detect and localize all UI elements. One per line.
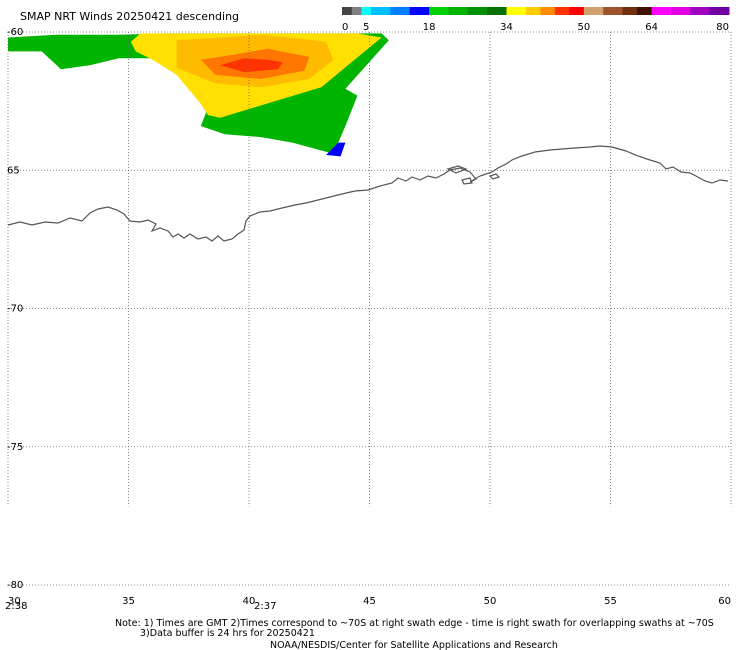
colorbar-segment-10 (506, 7, 527, 15)
colorbar-segment-13 (554, 7, 570, 15)
wind-region-5 (326, 142, 346, 157)
lon-label-0: 30 (8, 596, 21, 607)
colorbar-segment-2 (361, 7, 372, 15)
colorbar-segment-20 (670, 7, 691, 15)
note-line-3: NOAA/NESDIS/Center for Satellite Applica… (270, 640, 558, 650)
longitude-labels: 30 35 40 45 50 55 60 (8, 596, 731, 607)
lat-label-2: -70 (7, 304, 23, 315)
lon-label-4: 50 (484, 596, 497, 607)
colorbar-segment-22 (709, 7, 730, 15)
colorbar-segment-15 (583, 7, 604, 15)
latitude-labels: -60 65 -70 -75 -80 (7, 27, 23, 591)
colorbar-segment-18 (637, 7, 653, 15)
colorbar-tick-2: 18 (423, 22, 436, 33)
lat-label-3: -75 (7, 442, 23, 453)
colorbar-segment-3 (371, 7, 391, 15)
colorbar-segment-5 (409, 7, 430, 15)
note-line-1: Note: 1) Times are GMT 2)Times correspon… (115, 618, 714, 629)
colorbar-segment-14 (569, 7, 585, 15)
antarctic-coastline (7, 145, 729, 242)
lat-label-1: 65 (7, 165, 20, 176)
swath-time-labels: 2:38 2:37 (5, 601, 276, 612)
colorbar-segment-6 (429, 7, 449, 15)
colorbar-segment-0 (342, 7, 353, 15)
note-line-2: 3)Data buffer is 24 hrs for 20250421 (140, 628, 315, 639)
colorbar-tick-6: 80 (716, 22, 729, 33)
coastline-islands (446, 165, 501, 185)
swath-time-0: 2:38 (5, 601, 27, 612)
wind-speed-colorbar: 0 5 18 34 50 64 80 (342, 7, 730, 33)
colorbar-segment-11 (525, 7, 541, 15)
colorbar-segment-1 (351, 7, 362, 15)
colorbar-segment-8 (467, 7, 488, 15)
lon-label-5: 55 (604, 596, 617, 607)
colorbar-tick-1: 5 (363, 22, 369, 33)
colorbar-tick-3: 34 (500, 22, 513, 33)
lat-label-0: -60 (7, 27, 23, 38)
wind-region-4 (220, 58, 283, 73)
wind-speed-swath (8, 33, 389, 157)
colorbar-segment-17 (622, 7, 638, 15)
lon-label-1: 35 (122, 596, 135, 607)
colorbar-segment-16 (603, 7, 624, 15)
map-title: SMAP NRT Winds 20250421 descending (20, 10, 239, 23)
colorbar-segment-21 (690, 7, 711, 15)
colorbar-tick-5: 64 (645, 22, 658, 33)
colorbar-segment-4 (390, 7, 411, 15)
colorbar-tick-4: 50 (578, 22, 591, 33)
lon-label-2: 40 (243, 596, 256, 607)
lat-label-4: -80 (7, 580, 23, 591)
colorbar-segment-19 (651, 7, 672, 15)
colorbar-segment-7 (448, 7, 469, 15)
lon-label-6: 60 (718, 596, 731, 607)
lat-lon-grid (7, 31, 732, 586)
colorbar-segment-12 (540, 7, 556, 15)
colorbar-segment-9 (487, 7, 507, 15)
lon-label-3: 45 (363, 596, 376, 607)
swath-time-1: 2:37 (254, 601, 276, 612)
colorbar-tick-0: 0 (342, 22, 348, 33)
